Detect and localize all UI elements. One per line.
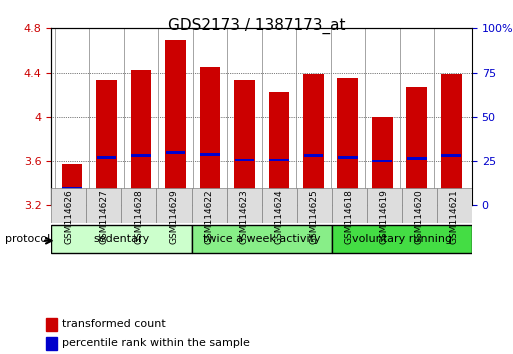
Text: protocol: protocol bbox=[5, 234, 50, 244]
Text: sedentary: sedentary bbox=[93, 234, 149, 244]
FancyBboxPatch shape bbox=[227, 188, 262, 223]
Bar bbox=[372, 117, 392, 205]
FancyBboxPatch shape bbox=[122, 188, 156, 223]
Text: GSM114618: GSM114618 bbox=[345, 189, 354, 244]
Bar bbox=[131, 154, 151, 157]
FancyBboxPatch shape bbox=[191, 188, 227, 223]
Text: GSM114619: GSM114619 bbox=[380, 189, 389, 244]
Bar bbox=[46, 318, 57, 331]
Bar bbox=[200, 67, 220, 205]
Bar bbox=[338, 78, 358, 205]
Bar bbox=[304, 154, 323, 157]
Bar bbox=[234, 159, 254, 161]
Bar bbox=[407, 158, 427, 160]
Text: GSM114623: GSM114623 bbox=[240, 189, 249, 244]
Text: percentile rank within the sample: percentile rank within the sample bbox=[62, 338, 250, 348]
Text: GSM114621: GSM114621 bbox=[450, 189, 459, 244]
Bar bbox=[406, 87, 427, 205]
Text: GSM114629: GSM114629 bbox=[169, 189, 179, 244]
FancyBboxPatch shape bbox=[51, 225, 191, 253]
FancyBboxPatch shape bbox=[262, 188, 297, 223]
Bar bbox=[303, 74, 324, 205]
FancyBboxPatch shape bbox=[156, 188, 191, 223]
Bar bbox=[372, 160, 392, 162]
Text: GSM114620: GSM114620 bbox=[415, 189, 424, 244]
Text: GSM114627: GSM114627 bbox=[100, 189, 108, 244]
Text: GSM114625: GSM114625 bbox=[310, 189, 319, 244]
FancyBboxPatch shape bbox=[332, 225, 472, 253]
Bar bbox=[268, 92, 289, 205]
FancyBboxPatch shape bbox=[51, 188, 86, 223]
Bar bbox=[338, 156, 358, 159]
Bar bbox=[234, 80, 255, 205]
Bar bbox=[200, 153, 220, 156]
Bar bbox=[441, 74, 462, 205]
Text: GDS2173 / 1387173_at: GDS2173 / 1387173_at bbox=[168, 18, 345, 34]
Text: GSM114626: GSM114626 bbox=[64, 189, 73, 244]
Bar bbox=[46, 337, 57, 350]
Text: twice a week activity: twice a week activity bbox=[203, 234, 321, 244]
Text: voluntary running: voluntary running bbox=[352, 234, 452, 244]
FancyBboxPatch shape bbox=[297, 188, 332, 223]
Text: GSM114622: GSM114622 bbox=[205, 189, 213, 244]
Bar bbox=[166, 151, 185, 154]
Bar bbox=[131, 70, 151, 205]
FancyBboxPatch shape bbox=[86, 188, 122, 223]
FancyBboxPatch shape bbox=[367, 188, 402, 223]
Text: GSM114624: GSM114624 bbox=[274, 189, 284, 244]
Text: GSM114628: GSM114628 bbox=[134, 189, 144, 244]
FancyBboxPatch shape bbox=[437, 188, 472, 223]
Text: transformed count: transformed count bbox=[62, 319, 166, 329]
Bar bbox=[165, 40, 186, 205]
Bar bbox=[96, 156, 116, 159]
Bar bbox=[62, 164, 82, 205]
Bar bbox=[96, 80, 117, 205]
Bar bbox=[269, 159, 289, 161]
FancyBboxPatch shape bbox=[402, 188, 437, 223]
Bar bbox=[442, 154, 461, 157]
Bar bbox=[62, 187, 82, 190]
FancyBboxPatch shape bbox=[332, 188, 367, 223]
FancyBboxPatch shape bbox=[191, 225, 332, 253]
